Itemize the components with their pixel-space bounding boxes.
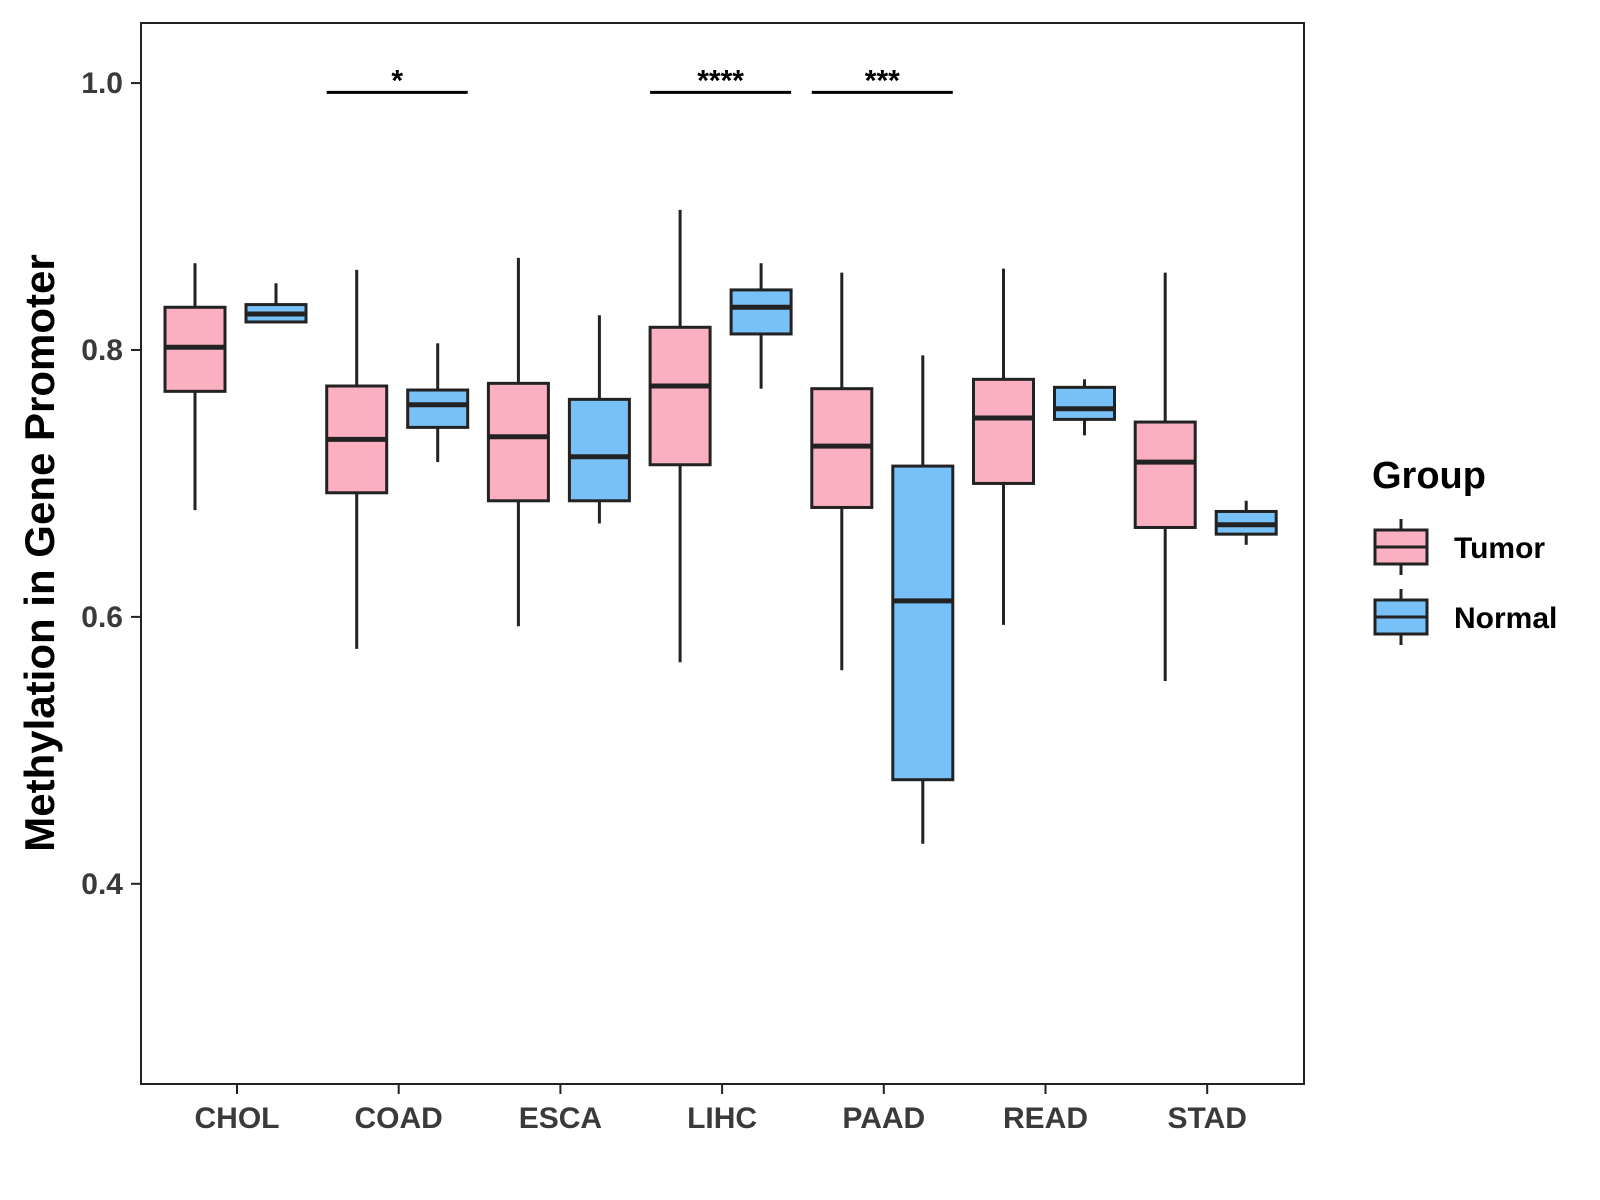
plot-panel <box>140 22 1305 1085</box>
box-tumor-lihc <box>648 209 712 663</box>
x-tick-label-lihc: LIHC <box>687 1102 757 1135</box>
box-normal-chol <box>244 283 308 324</box>
box-iqr <box>1053 385 1116 421</box>
box-iqr <box>1133 420 1197 529</box>
significance-layer: * **** *** <box>326 64 953 97</box>
box-tumor-coad <box>325 269 389 649</box>
significance-label: * <box>391 64 403 97</box>
box-iqr <box>891 464 955 782</box>
x-tick-label-coad: COAD <box>355 1102 443 1135</box>
y-tick-label: 0.8 <box>81 334 123 367</box>
x-tick-label-read: READ <box>1003 1102 1088 1135</box>
box-tumor-read <box>972 268 1035 625</box>
box-normal-read <box>1053 379 1116 436</box>
box-normal-stad <box>1214 500 1278 545</box>
significance-label: *** <box>865 64 900 97</box>
legend: Group Tumor Normal <box>1372 455 1557 645</box>
box-normal-esca <box>567 315 631 524</box>
box-tumor-chol <box>163 263 227 511</box>
legend-label-normal: Normal <box>1454 602 1557 635</box>
box-normal-coad <box>406 343 470 463</box>
box-tumor-stad <box>1133 272 1197 681</box>
box-iqr <box>567 397 631 503</box>
x-tick-label-paad: PAAD <box>842 1102 925 1135</box>
legend-key-tumor <box>1373 519 1429 575</box>
legend-key-normal <box>1373 589 1429 645</box>
box-iqr <box>729 288 793 336</box>
box-iqr <box>648 325 712 467</box>
legend-label-tumor: Tumor <box>1454 532 1545 565</box>
box-iqr <box>486 381 550 503</box>
boxes-layer <box>163 209 1278 844</box>
box-normal-lihc <box>729 263 793 389</box>
y-tick-label: 1.0 <box>81 67 123 100</box>
box-iqr <box>972 377 1035 485</box>
x-tick-label-stad: STAD <box>1167 1102 1246 1135</box>
y-tick-label: 0.4 <box>81 868 123 901</box>
x-tick-label-esca: ESCA <box>519 1102 602 1135</box>
box-tumor-paad <box>810 272 874 671</box>
box-iqr <box>406 388 470 429</box>
y-tick-label: 0.6 <box>81 601 123 634</box>
y-axis: 0.4 0.6 0.8 1.0 <box>81 67 141 901</box>
box-normal-paad <box>891 355 955 844</box>
legend-title: Group <box>1372 455 1486 497</box>
x-axis: CHOL COAD ESCA LIHC PAAD READ STAD <box>195 1084 1247 1135</box>
box-tumor-esca <box>486 257 550 627</box>
x-tick-label-chol: CHOL <box>195 1102 280 1135</box>
significance-label: **** <box>697 64 744 97</box>
y-axis-title: Methylation in Gene Promoter <box>16 254 63 851</box>
